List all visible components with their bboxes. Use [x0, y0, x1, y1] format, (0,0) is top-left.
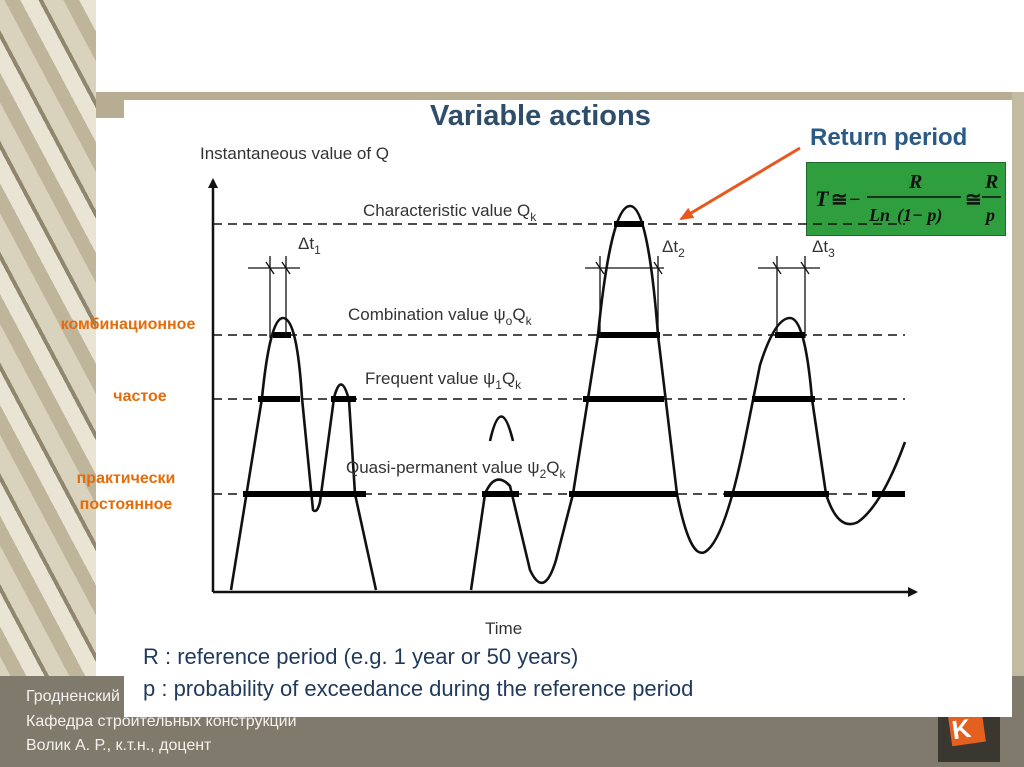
- ru-frequent-label: частое: [113, 388, 167, 405]
- ru-quasi-label-2: постоянное: [79, 496, 173, 513]
- footer-department: Кафедра строительных конструкций: [26, 713, 297, 730]
- footer-university: Гродненский: [26, 688, 120, 705]
- background-texture-left: [0, 0, 96, 767]
- top-area: [96, 0, 1024, 92]
- footer-author: Волик А. Р., к.т.н., доцент: [26, 737, 212, 754]
- note-reference-period: R : reference period (e.g. 1 year or 50 …: [143, 644, 579, 669]
- return-period-label: Return period: [810, 124, 968, 151]
- formula-minus: −: [849, 189, 860, 211]
- slide-title: Variable actions: [430, 100, 651, 132]
- formula-svg: T ≅ − R Ln (1− p) ≅ R p: [815, 171, 1001, 226]
- formula-ln: Ln: [868, 205, 890, 225]
- formula-lhs: T: [815, 186, 830, 211]
- combination-value-label: Combination value ψoQk: [348, 305, 533, 328]
- frequent-value-label: Frequent value ψ1Qk: [365, 369, 522, 392]
- delta-t3-label: Δt3: [812, 237, 835, 260]
- formula-approx-1: ≅: [831, 189, 848, 211]
- formula-numerator: R: [908, 171, 922, 193]
- formula-denominator-2: p: [984, 205, 995, 225]
- formula-approx-2: ≅: [965, 189, 982, 211]
- return-period-arrow: [679, 146, 801, 221]
- ru-combination-label: комбинационное: [60, 316, 196, 333]
- formula-numerator-2: R: [984, 171, 998, 193]
- note-probability: p : probability of exceedance during the…: [143, 676, 694, 701]
- ru-quasi-label-1: практически: [76, 470, 176, 487]
- y-axis-label: Instantaneous value of Q: [200, 144, 389, 163]
- delta-t2-label: Δt2: [662, 237, 685, 260]
- quasi-permanent-value-label: Quasi-permanent value ψ2Qk: [346, 458, 566, 481]
- characteristic-value-label: Characteristic value Qk: [363, 201, 537, 224]
- delta-t1-label: Δt1: [298, 234, 321, 257]
- right-band: [1012, 92, 1024, 692]
- action-curve-isolated-peak: [488, 415, 515, 442]
- formula-denominator-arg: (1− p): [897, 205, 942, 226]
- x-axis-label: Time: [485, 619, 522, 638]
- return-period-formula: T ≅ − R Ln (1− p) ≅ R p: [806, 162, 1006, 236]
